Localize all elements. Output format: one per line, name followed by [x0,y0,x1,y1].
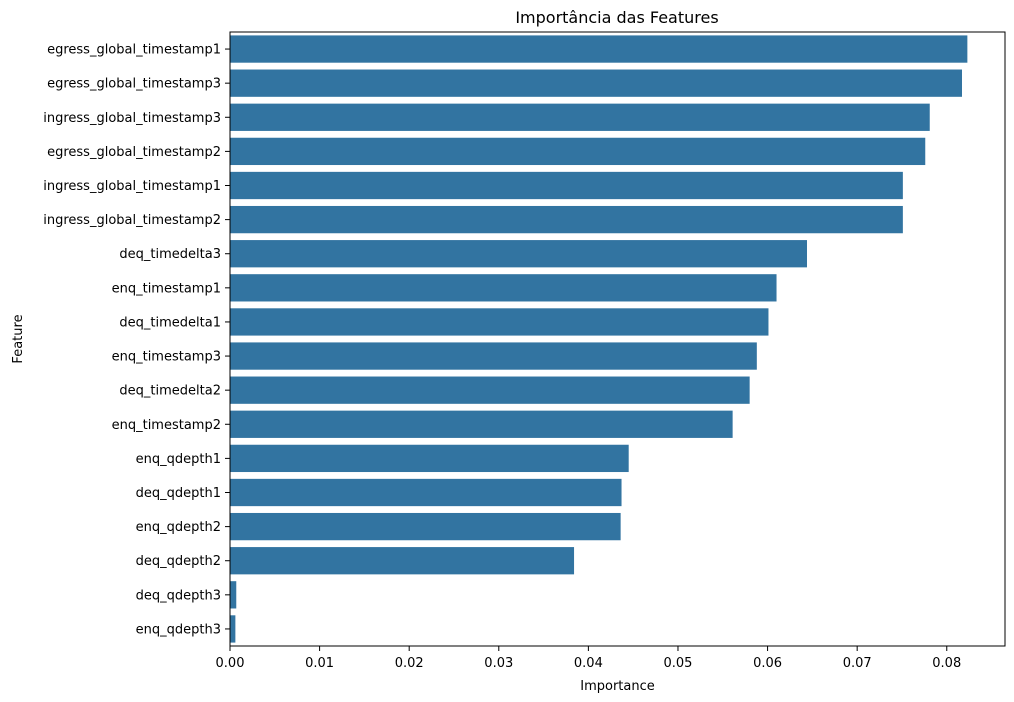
y-tick-label: deq_qdepth3 [136,588,221,603]
plot-frame [229,31,1006,647]
y-tick-label: enq_timestamp3 [112,350,221,365]
y-tick-label: deq_timedelta2 [119,384,221,399]
x-tick-label: 0.05 [664,656,693,671]
bar-enq_qdepth3 [230,615,236,643]
bar-deq_timedelta1 [230,308,769,336]
y-tick-label: ingress_global_timestamp3 [43,111,221,126]
bar-egress_global_timestamp2 [230,137,926,166]
x-tick-label: 0.00 [216,656,245,671]
bar-deq_qdepth3 [230,581,237,609]
y-ticks-group: egress_global_timestamp1 egress_global_ti… [43,43,230,637]
y-tick-label: egress_global_timestamp2 [47,145,221,160]
bar-ingress_global_timestamp2 [230,205,903,234]
bar-enq_timestamp1 [230,274,777,302]
x-tick-label: 0.07 [843,656,872,671]
x-axis-title: Importance [580,679,655,694]
bar-ingress_global_timestamp3 [230,103,930,131]
y-axis-title: Feature [11,314,26,363]
x-tick-label: 0.08 [932,656,961,671]
chart-title: Importância das Features [515,8,718,27]
bars-group [230,35,968,643]
bar-enq_timestamp3 [230,342,757,370]
y-tick-label: enq_qdepth1 [136,452,221,467]
x-ticks-group: 0.00 0.01 0.02 0.03 0.04 0.05 0.06 0.07 0.08 [216,646,961,671]
x-tick-label: 0.03 [484,656,513,671]
bar-deq_timedelta2 [230,376,750,404]
x-tick-label: 0.02 [395,656,424,671]
bar-deq_qdepth1 [230,478,622,507]
bar-egress_global_timestamp3 [230,69,962,97]
bar-egress_global_timestamp1 [230,35,968,63]
y-tick-label: enq_timestamp2 [112,418,221,433]
bar-ingress_global_timestamp1 [230,171,903,200]
y-tick-label: enq_qdepth2 [136,520,221,535]
bar-deq_qdepth2 [230,547,575,575]
y-tick-label: ingress_global_timestamp2 [43,213,221,228]
bar-deq_timedelta3 [230,240,807,268]
y-tick-label: deq_qdepth2 [136,554,221,569]
y-tick-label: egress_global_timestamp3 [47,77,221,92]
bar-enq_qdepth1 [230,444,629,473]
y-tick-label: enq_qdepth3 [136,622,221,637]
y-tick-label: deq_timedelta1 [119,315,221,330]
bar-enq_timestamp2 [230,410,733,438]
x-tick-label: 0.06 [753,656,782,671]
y-tick-label: ingress_global_timestamp1 [43,179,221,194]
x-tick-label: 0.04 [574,656,603,671]
x-tick-label: 0.01 [305,656,334,671]
bar-enq_qdepth2 [230,512,621,541]
y-tick-label: enq_timestamp1 [112,281,221,296]
y-tick-label: deq_timedelta3 [119,247,221,262]
y-tick-label: deq_qdepth1 [136,486,221,501]
y-tick-label: egress_global_timestamp1 [47,43,221,58]
